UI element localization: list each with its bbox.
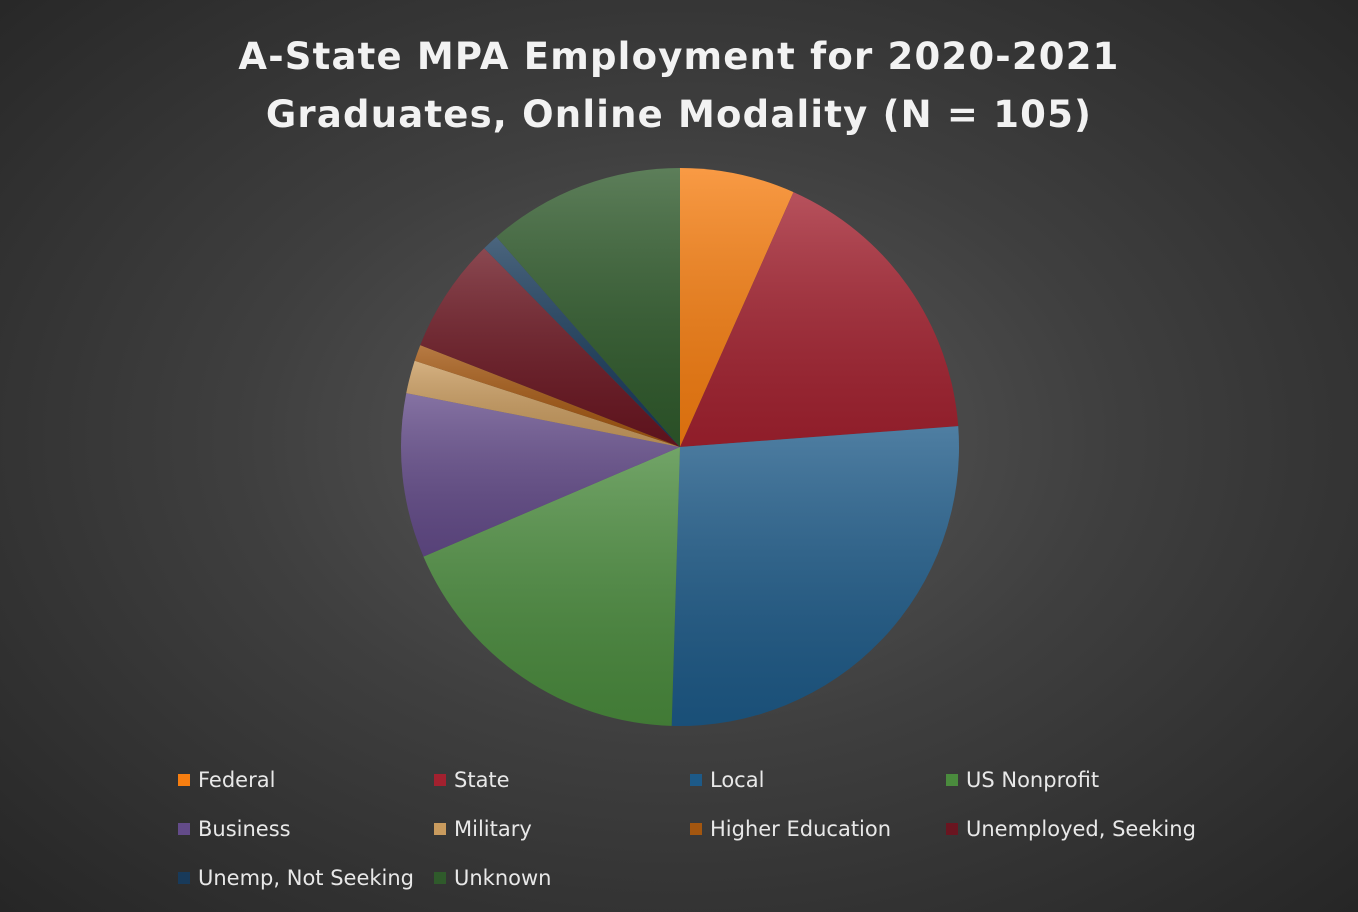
legend-label: Unemp, Not Seeking xyxy=(198,866,415,890)
legend-swatch xyxy=(434,774,446,786)
legend-item: US Nonprofit xyxy=(946,764,1202,796)
legend-item: Unknown xyxy=(434,862,690,894)
pie-slice xyxy=(671,426,959,726)
slice-group xyxy=(671,426,959,726)
legend-label: Federal xyxy=(198,768,276,792)
legend-label: Higher Education xyxy=(710,817,892,841)
chart-title: A-State MPA Employment for 2020-2021 Gra… xyxy=(238,35,1120,136)
legend-item: State xyxy=(434,764,690,796)
legend: Federal State Local US Nonprofit Business Mil… xyxy=(178,764,1218,894)
legend-label: Local xyxy=(710,768,765,792)
legend-item: Unemployed, Seeking xyxy=(946,813,1202,845)
legend-item: Federal xyxy=(178,764,434,796)
legend-item: Local xyxy=(690,764,946,796)
legend-label: Unknown xyxy=(454,866,552,890)
legend-label: State xyxy=(454,768,510,792)
legend-swatch xyxy=(178,872,190,884)
legend-label: Military xyxy=(454,817,532,841)
legend-item: Unemp, Not Seeking xyxy=(178,862,434,894)
legend-label: US Nonprofit xyxy=(966,768,1100,792)
legend-swatch xyxy=(946,774,958,786)
legend-swatch xyxy=(434,872,446,884)
legend-item: Higher Education xyxy=(690,813,946,845)
legend-swatch xyxy=(690,823,702,835)
pie-chart xyxy=(401,168,959,726)
legend-swatch xyxy=(946,823,958,835)
legend-item: Business xyxy=(178,813,434,845)
legend-item: Military xyxy=(434,813,690,845)
legend-label: Unemployed, Seeking xyxy=(966,817,1196,841)
legend-swatch xyxy=(434,823,446,835)
legend-swatch xyxy=(178,774,190,786)
legend-label: Business xyxy=(198,817,291,841)
legend-swatch xyxy=(690,774,702,786)
legend-swatch xyxy=(178,823,190,835)
